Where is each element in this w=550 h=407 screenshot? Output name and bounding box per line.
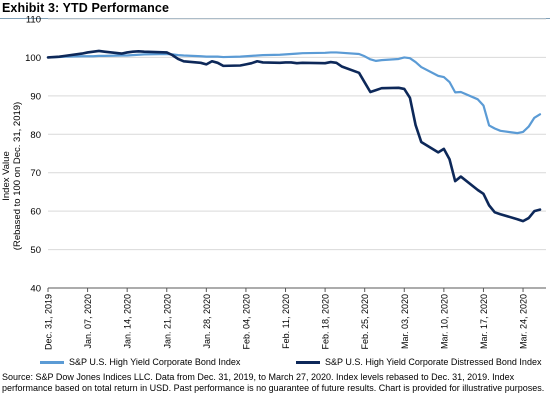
y-tick-label-100: 100 <box>25 53 41 64</box>
legend-item-distressed: S&P U.S. High Yield Corporate Distressed… <box>296 357 541 367</box>
x-tick-label-2: Jan. 14, 2020 <box>123 294 133 349</box>
x-tick-label-7: Feb. 18, 2020 <box>321 294 331 350</box>
legend-swatch-distressed <box>296 360 320 364</box>
x-tick-label-1: Jan. 07, 2020 <box>83 294 93 349</box>
grid-lines <box>48 18 546 251</box>
x-tick-label-11: Mar. 17, 2020 <box>479 294 489 349</box>
y-tick-label-80: 80 <box>30 130 41 141</box>
x-tick-label-4: Jan. 28, 2020 <box>202 294 212 349</box>
legend: S&P U.S. High Yield Corporate Bond Index… <box>0 357 550 371</box>
y-tick-label-70: 70 <box>30 168 41 179</box>
y-tick-label-40: 40 <box>30 284 41 295</box>
x-tick-label-10: Mar. 10, 2020 <box>439 294 449 349</box>
x-tick-label-3: Jan. 21, 2020 <box>162 294 172 349</box>
x-tick-label-12: Mar. 24, 2020 <box>519 294 529 349</box>
x-tick-label-9: Mar. 03, 2020 <box>400 294 410 349</box>
series-line-distressed <box>46 49 542 223</box>
line-chart: 40 50 60 70 80 90 100 110 Dec. 31, 2019 Jan. 07, … <box>25 15 546 350</box>
y-tick-label-110: 110 <box>26 15 41 26</box>
source-note: Source: S&P Dow Jones Indices LLC. Data … <box>2 372 545 393</box>
y-tick-label-90: 90 <box>30 91 41 102</box>
y-tick-label-60: 60 <box>30 207 41 218</box>
series-lines <box>46 49 542 223</box>
x-tick-label-8: Feb. 25, 2020 <box>360 294 370 350</box>
legend-label-distressed: S&P U.S. High Yield Corporate Distressed… <box>325 357 542 367</box>
legend-swatch-high-yield <box>40 360 64 364</box>
legend-label-high-yield: S&P U.S. High Yield Corporate Bond Index <box>69 357 241 367</box>
x-tick-label-5: Feb. 04, 2020 <box>241 294 251 350</box>
x-tick-label-0: Dec. 31, 2019 <box>44 294 54 350</box>
axes: 40 50 60 70 80 90 100 110 Dec. 31, 2019 Jan. 07, … <box>25 15 546 350</box>
series-line-high-yield <box>46 51 542 135</box>
chart-title: Exhibit 3: YTD Performance <box>2 1 169 15</box>
y-tick-label-50: 50 <box>30 245 41 256</box>
x-tick-label-6: Feb. 11, 2020 <box>281 294 291 349</box>
legend-item-high-yield: S&P U.S. High Yield Corporate Bond Index <box>40 357 240 367</box>
